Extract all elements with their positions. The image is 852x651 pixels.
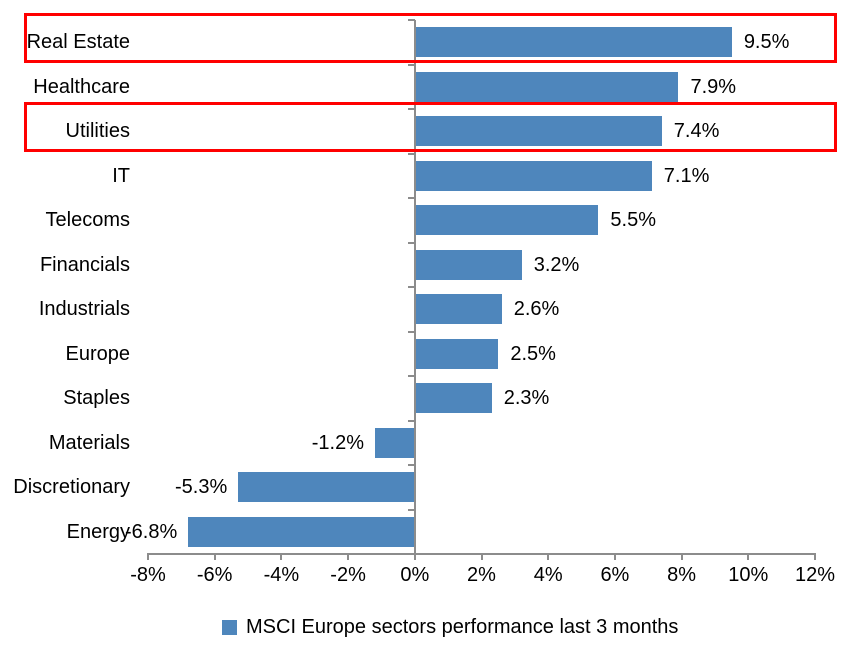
highlight-box: [24, 13, 837, 63]
category-label: Telecoms: [45, 209, 130, 231]
category-label: Utilities: [65, 120, 130, 142]
value-label: -1.2%: [311, 431, 364, 454]
bar: [415, 383, 492, 414]
category-label: Materials: [48, 431, 130, 454]
y-axis-tick: [408, 464, 415, 466]
value-label: 7.1%: [663, 164, 710, 187]
bar: [188, 516, 415, 547]
y-axis-tick: [408, 108, 415, 110]
value-label: 7.4%: [673, 120, 720, 142]
bar: [415, 27, 732, 58]
bar: [415, 71, 679, 102]
x-axis-tick: [280, 554, 283, 560]
y-axis-line: [414, 20, 416, 560]
legend-swatch-icon: [222, 619, 237, 635]
category-label: Europe: [65, 342, 131, 365]
value-label: 7.9%: [690, 75, 737, 98]
bar: [415, 160, 652, 191]
value-label: 9.5%: [743, 31, 790, 53]
x-axis-tick-label: 10%: [728, 564, 769, 586]
x-axis-tick-label: 4%: [533, 564, 563, 586]
x-axis-tick: [147, 554, 149, 560]
y-axis-tick: [408, 63, 415, 66]
category-label: Energy: [66, 520, 130, 543]
x-axis-tick-label: -2%: [330, 564, 366, 586]
x-axis-tick-label: -8%: [130, 564, 166, 586]
y-axis-tick: [408, 553, 415, 555]
category-label: Financials: [39, 253, 130, 276]
y-axis-tick: [408, 419, 415, 422]
legend: MSCI Europe sectors performance last 3 m…: [222, 611, 678, 643]
highlight-box: [24, 102, 837, 152]
value-label: 3.2%: [533, 253, 580, 276]
value-label: -6.8%: [124, 520, 178, 543]
y-axis-tick: [408, 375, 415, 377]
y-axis-tick: [408, 152, 415, 155]
category-label: Healthcare: [33, 75, 130, 98]
x-axis-tick: [413, 554, 416, 560]
x-axis-tick: [547, 554, 550, 560]
bar: [415, 249, 522, 280]
bar: [415, 205, 599, 236]
category-label: Real Estate: [26, 31, 130, 53]
x-axis-tick: [747, 554, 750, 560]
category-label: Industrials: [38, 298, 130, 320]
value-label: -5.3%: [175, 476, 228, 498]
bar: [374, 427, 415, 458]
value-label: 2.5%: [510, 342, 556, 365]
x-axis-tick: [213, 554, 216, 560]
y-axis-tick: [408, 241, 415, 244]
category-label: Discretionary: [13, 476, 130, 498]
x-axis-tick-label: 6%: [600, 564, 630, 586]
bar: [415, 116, 662, 147]
x-axis-tick: [814, 554, 816, 560]
y-axis-tick: [408, 330, 415, 333]
x-axis-tick: [680, 554, 683, 560]
bar: [415, 294, 502, 325]
value-label: 2.3%: [503, 387, 550, 409]
x-axis-tick: [613, 554, 616, 560]
y-axis-tick: [408, 197, 415, 199]
bar: [238, 472, 415, 503]
x-axis-tick-label: -6%: [196, 564, 233, 586]
y-axis-tick: [408, 508, 415, 511]
y-axis-tick: [408, 286, 415, 288]
bar: [415, 338, 499, 369]
x-axis-tick: [480, 554, 483, 560]
x-axis-tick-label: 12%: [794, 564, 836, 586]
value-label: 2.6%: [513, 298, 560, 320]
x-axis-tick: [347, 554, 350, 560]
x-axis-tick-label: 2%: [467, 564, 496, 586]
y-axis-tick: [408, 19, 415, 21]
legend-label: MSCI Europe sectors performance last 3 m…: [246, 615, 679, 638]
value-label: 5.5%: [610, 209, 657, 231]
category-label: IT: [112, 164, 130, 187]
x-axis-tick-label: -4%: [263, 564, 300, 586]
x-axis-tick-label: 8%: [667, 564, 697, 586]
x-axis-tick-label: 0%: [400, 564, 430, 586]
category-label: Staples: [63, 387, 130, 409]
